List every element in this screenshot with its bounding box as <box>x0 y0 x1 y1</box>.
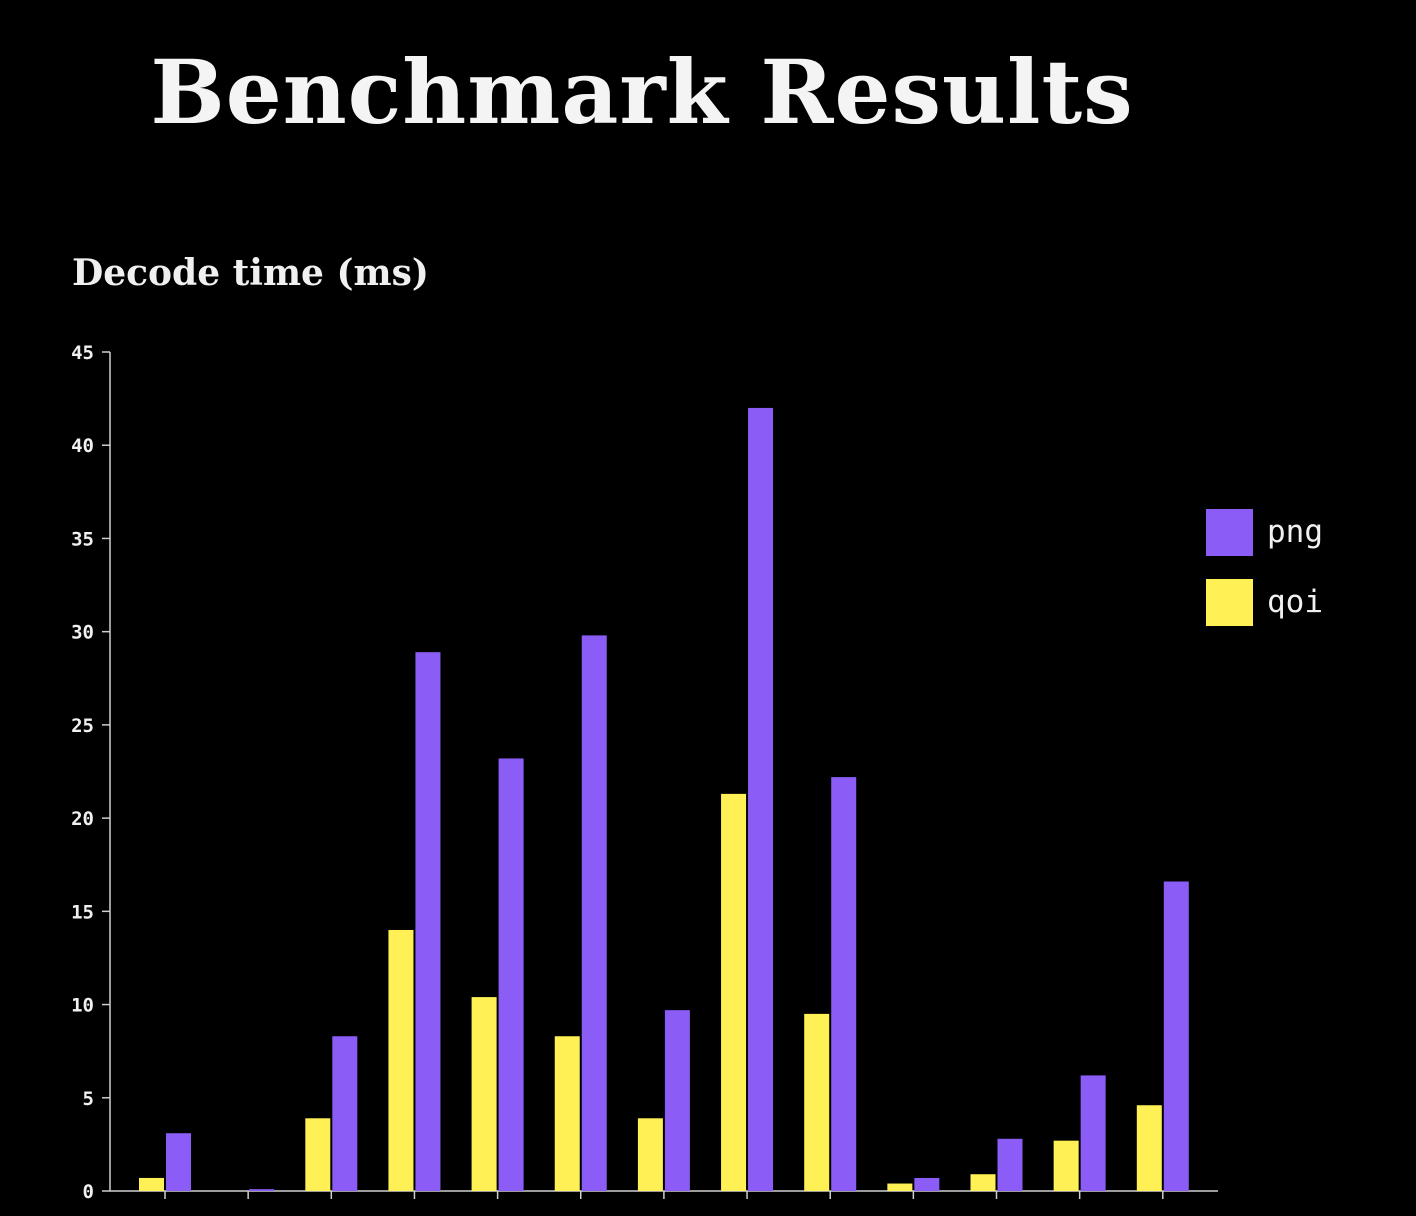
y-tick-label: 40 <box>71 435 94 457</box>
bar-png <box>664 1010 690 1191</box>
bar-qoi <box>139 1177 164 1191</box>
bar-png <box>1080 1075 1106 1191</box>
bar-png <box>831 777 857 1191</box>
bar-qoi <box>305 1118 331 1191</box>
bar-qoi <box>554 1036 580 1191</box>
y-tick-label: 0 <box>83 1181 94 1203</box>
y-tick-label: 45 <box>71 342 94 364</box>
bar-qoi <box>388 929 414 1191</box>
chart-subtitle: Decode time (ms) <box>72 252 429 294</box>
y-tick-label: 25 <box>71 715 94 737</box>
bar-png <box>249 1189 275 1191</box>
legend-item-png: png <box>1206 508 1323 556</box>
bar-qoi <box>804 1013 830 1191</box>
bar-qoi <box>721 793 747 1191</box>
legend-swatch-qoi <box>1206 578 1253 626</box>
y-tick-label: 5 <box>83 1088 94 1110</box>
bar-png <box>748 407 774 1191</box>
bar-qoi <box>970 1174 996 1191</box>
bar-png <box>914 1177 940 1191</box>
chart-axes: 0 5 10 15 20 25 30 35 40 45 <box>71 342 1218 1203</box>
bar-png <box>997 1138 1023 1191</box>
y-tick-label: 20 <box>71 808 94 830</box>
y-tick-label: 10 <box>71 995 94 1017</box>
y-tick-label: 35 <box>71 528 94 550</box>
legend-item-qoi: qoi <box>1206 578 1323 626</box>
bar-png <box>581 635 607 1191</box>
bar-qoi <box>1053 1140 1079 1191</box>
legend-label-qoi: qoi <box>1267 584 1323 620</box>
legend-swatch-png <box>1206 508 1253 556</box>
chart-legend: png qoi <box>1206 508 1323 648</box>
bar-png <box>1163 881 1189 1191</box>
chart-title: Benchmark Results <box>150 40 1134 144</box>
chart-bars <box>139 407 1189 1191</box>
legend-label-png: png <box>1267 514 1323 550</box>
y-tick-label: 15 <box>71 901 94 923</box>
y-tick-label: 30 <box>71 622 94 644</box>
bar-png <box>498 758 524 1191</box>
bar-png <box>166 1133 191 1191</box>
bar-qoi <box>637 1118 663 1191</box>
bar-qoi <box>471 997 497 1191</box>
bar-qoi <box>887 1183 913 1191</box>
bar-png <box>332 1036 358 1191</box>
bar-png <box>415 652 441 1191</box>
bar-qoi <box>1136 1105 1162 1191</box>
